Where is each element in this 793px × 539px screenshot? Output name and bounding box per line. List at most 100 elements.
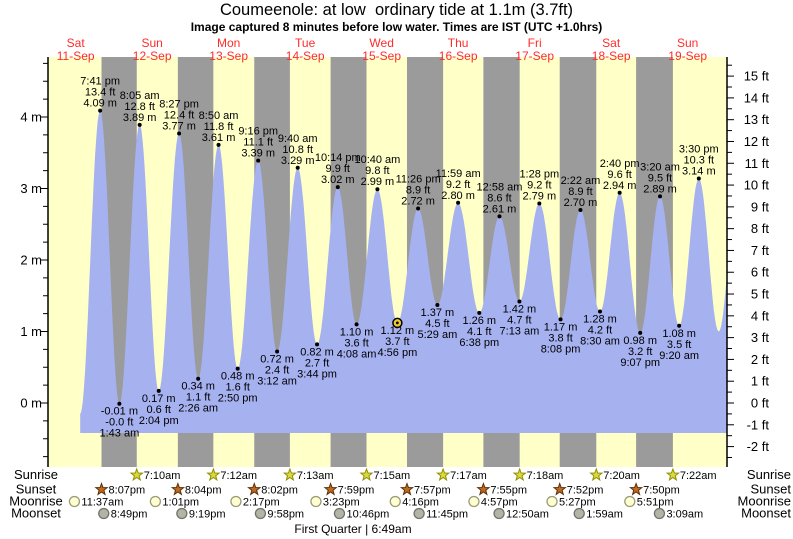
sunset-icon <box>629 482 644 496</box>
right-axis-label: 2 ft <box>751 352 769 367</box>
tide-area <box>80 110 727 433</box>
sunset-row-label-right: Sunset <box>751 482 792 497</box>
high-tide-label: 11:26 pm 8.9 ft 2.72 m <box>396 174 441 208</box>
moonrise-time: 4:57pm <box>481 497 518 509</box>
low-tide-dot <box>196 376 201 381</box>
high-tide-dot <box>497 214 502 219</box>
high-tide-label: 7:41 pm 13.4 ft 4.09 m <box>80 76 120 110</box>
low-tide-label: 0.48 m 1.6 ft 2:50 pm <box>218 371 258 405</box>
right-axis-label: 5 ft <box>751 287 769 302</box>
low-tide-dot <box>156 388 161 393</box>
sunset-time: 7:59pm <box>338 485 375 497</box>
moonrise-icon <box>68 495 81 508</box>
high-tide-label: 9:16 pm 11.1 ft 3.39 m <box>238 126 278 160</box>
moonset-row-label-right: Moonset <box>741 506 791 521</box>
high-tide-dot <box>617 190 622 195</box>
low-tide-dot <box>677 323 682 328</box>
high-tide-label: 8:50 am 11.8 ft 3.61 m <box>199 110 239 144</box>
moon-phase-footer: First Quarter | 6:49am <box>294 522 412 536</box>
sunset-time: 7:55pm <box>490 485 527 497</box>
low-tide-dot <box>117 401 122 406</box>
sunset-time: 7:52pm <box>567 485 604 497</box>
day-label: Wed 15-Sep <box>362 36 401 63</box>
right-axis-label: 12 ft <box>744 134 770 149</box>
sunrise-icon <box>206 467 221 482</box>
moonset-icon <box>176 507 188 520</box>
moonset-icon <box>653 507 666 520</box>
low-tide-label: 1.17 m 3.8 ft 8:08 pm <box>541 321 581 355</box>
right-axis-label: 9 ft <box>751 199 769 214</box>
moonrise-time: 3:23pm <box>323 497 360 509</box>
sunset-icon <box>170 482 185 496</box>
low-tide-dot <box>477 310 482 315</box>
moonrise-icon <box>624 495 636 508</box>
low-tide-label: 1.10 m 3.6 ft 4:08 am <box>337 326 377 360</box>
high-tide-label: 2:22 am 8.9 ft 2.70 m <box>561 175 601 209</box>
day-label: Sun 12-Sep <box>133 36 172 63</box>
sunset-time: 8:02pm <box>261 485 298 497</box>
sunrise-time: 7:10am <box>144 470 181 482</box>
sunrise-icon <box>436 467 451 482</box>
right-axis-label: 0 ft <box>751 396 769 411</box>
moonset-row-label-left: Moonset <box>11 506 61 521</box>
high-tide-dot <box>578 207 583 212</box>
right-axis-label: 11 ft <box>745 156 770 171</box>
moonset-time: 9:19pm <box>189 509 226 521</box>
day-label: Sat 18-Sep <box>592 36 631 63</box>
sunrise-time: 7:22am <box>680 470 717 482</box>
moonset-icon <box>573 507 585 520</box>
left-axis-label: 1 m <box>20 324 42 339</box>
day-label: Tue 14-Sep <box>286 36 325 63</box>
high-tide-label: 12:58 am 8.6 ft 2.61 m <box>477 181 523 215</box>
sunset-icon <box>94 482 109 496</box>
high-tide-label: 10:40 am 9.8 ft 2.99 m <box>354 154 400 188</box>
day-label: Sun 19-Sep <box>668 36 707 63</box>
moonset-time: 10:46pm <box>346 509 389 521</box>
high-tide-dot <box>696 176 701 181</box>
sun-moon-rows: Sunrise Sunset Moonrise Moonset Sunrise … <box>9 467 791 521</box>
right-axis-label: 3 ft <box>751 330 769 345</box>
right-axis-label: 15 ft <box>744 69 770 84</box>
low-tide-dot <box>558 317 563 322</box>
sunrise-icon <box>665 467 680 482</box>
high-tide-dot <box>335 185 340 190</box>
high-tide-label: 11:59 am 9.2 ft 2.80 m <box>436 168 481 202</box>
high-tide-dot <box>456 200 461 205</box>
moonset-time: 8:49pm <box>111 509 148 521</box>
moonrise-time: 1:01pm <box>162 497 199 509</box>
moonset-icon <box>333 507 346 520</box>
low-tide-dot <box>235 366 240 371</box>
moonrise-icon <box>310 495 322 508</box>
sunrise-icon <box>359 467 374 482</box>
axes: 0 m 1 m 2 m 3 m 4 m -2 ft -1 ft 0 ft 1 ft 2 ft 3 f… <box>20 57 769 467</box>
right-axis-label: -2 ft <box>747 439 770 454</box>
right-axis-label: 6 ft <box>751 265 769 280</box>
low-tide-dot <box>275 349 280 354</box>
moonrise-row-label-left: Moonrise <box>9 494 62 509</box>
moonrise-time: 5:51pm <box>637 497 674 509</box>
moonset-icon <box>413 507 425 520</box>
moonset-icon <box>493 507 505 520</box>
high-tide-label: 10:14 pm 9.9 ft 3.02 m <box>315 152 361 186</box>
moonset-icon <box>98 507 110 520</box>
moonrise-icon <box>468 495 480 508</box>
low-tide-label: 0.82 m 2.7 ft 3:44 pm <box>297 346 337 380</box>
sunset-icon <box>552 482 567 496</box>
moonset-time: 1:59am <box>586 509 623 521</box>
sunset-time: 7:50pm <box>643 485 680 497</box>
high-tide-label: 8:05 am 12.8 ft 3.89 m <box>120 90 160 124</box>
low-tide-label: 1.28 m 4.2 ft 8:30 am <box>580 313 620 347</box>
high-tide-dot <box>98 108 103 113</box>
moonrise-row-label-right: Moonrise <box>738 494 791 509</box>
low-tide-label: 0.34 m 1.1 ft 2:26 am <box>178 381 218 415</box>
moonrise-icon <box>389 495 401 508</box>
moonrise-icon <box>230 495 242 508</box>
sunset-row-label-left: Sunset <box>16 482 57 497</box>
low-tide-label: 1.42 m 4.7 ft 7:13 am <box>500 303 540 337</box>
page-subtitle: Image captured 8 minutes before low wate… <box>190 20 603 34</box>
low-tide-label: 1.26 m 4.1 ft 6:38 pm <box>459 315 499 349</box>
sunrise-icon <box>129 467 144 482</box>
left-axis-label: 2 m <box>20 253 42 268</box>
